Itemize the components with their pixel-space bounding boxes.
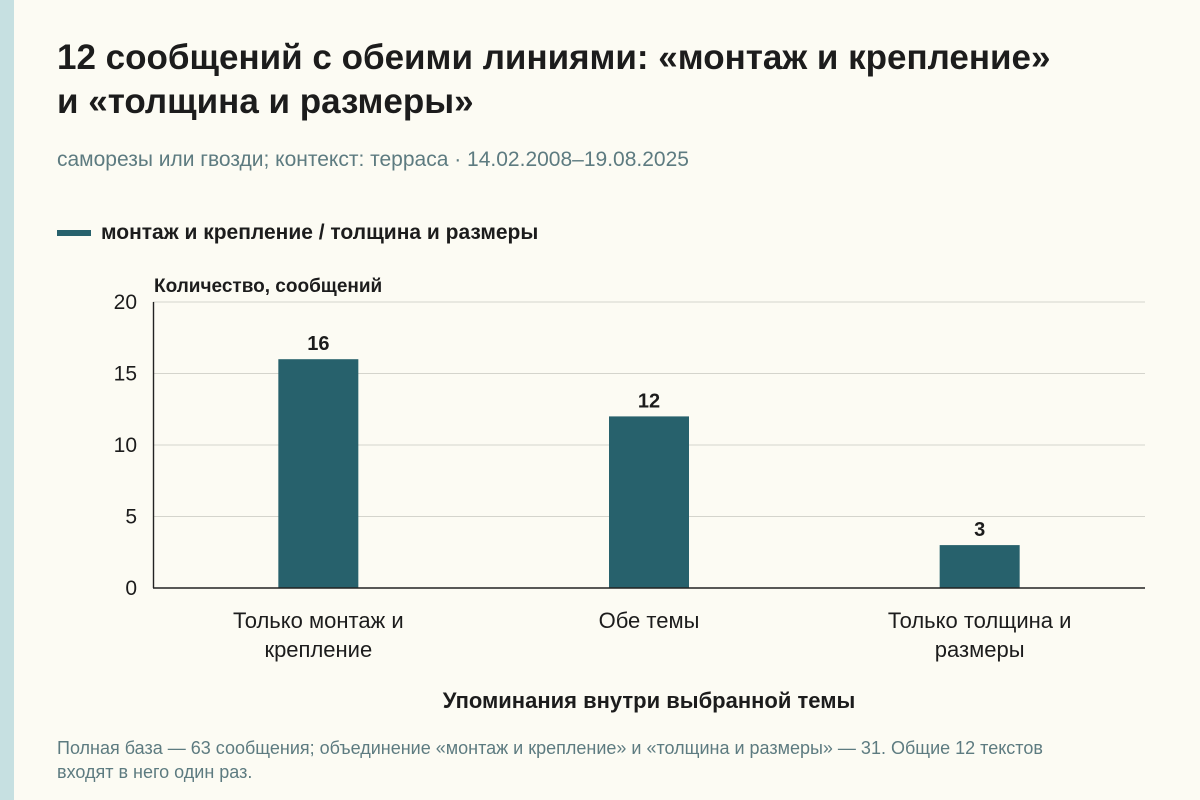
legend: монтаж и крепление / толщина и размеры (57, 218, 538, 248)
data-label: 12 (638, 390, 660, 412)
y-tick-label: 0 (125, 577, 137, 600)
data-label: 16 (307, 333, 329, 355)
category-label: Только монтаж и (233, 608, 404, 633)
bar (939, 545, 1020, 588)
data-labels: 16 12 3 (307, 333, 985, 541)
y-tick-label: 10 (114, 434, 137, 457)
bar (609, 416, 689, 588)
x-axis-title: Упоминания внутри выбранной темы (443, 688, 856, 713)
category-label: размеры (935, 637, 1025, 662)
bar (278, 359, 359, 588)
chart-title: 12 сообщений с обеими линиями: «монтаж и… (57, 38, 1051, 121)
data-label: 3 (974, 519, 985, 541)
y-tick-label: 20 (114, 291, 137, 314)
legend-label: монтаж и крепление / толщина и размеры (101, 221, 539, 244)
y-tick-label: 15 (114, 363, 137, 386)
category-label: Обе темы (599, 608, 700, 633)
y-tick-label: 5 (125, 506, 137, 529)
category-label: крепление (264, 637, 372, 662)
category-label: Только толщина и (888, 608, 1072, 633)
chart-subtitle: саморезы или гвозди; контекст: терраса ·… (57, 148, 689, 171)
bars (278, 359, 1020, 588)
category-labels: Только монтаж и крепление Обе темы Только т… (233, 608, 1071, 662)
y-axis-title: Количество, сообщений (154, 276, 382, 297)
legend-swatch (57, 230, 91, 236)
footnote: Полная база — 63 сообщения; объединение … (57, 738, 1043, 782)
y-tick-labels: 0 5 10 15 20 (114, 291, 137, 600)
accent-stripe (0, 0, 14, 800)
